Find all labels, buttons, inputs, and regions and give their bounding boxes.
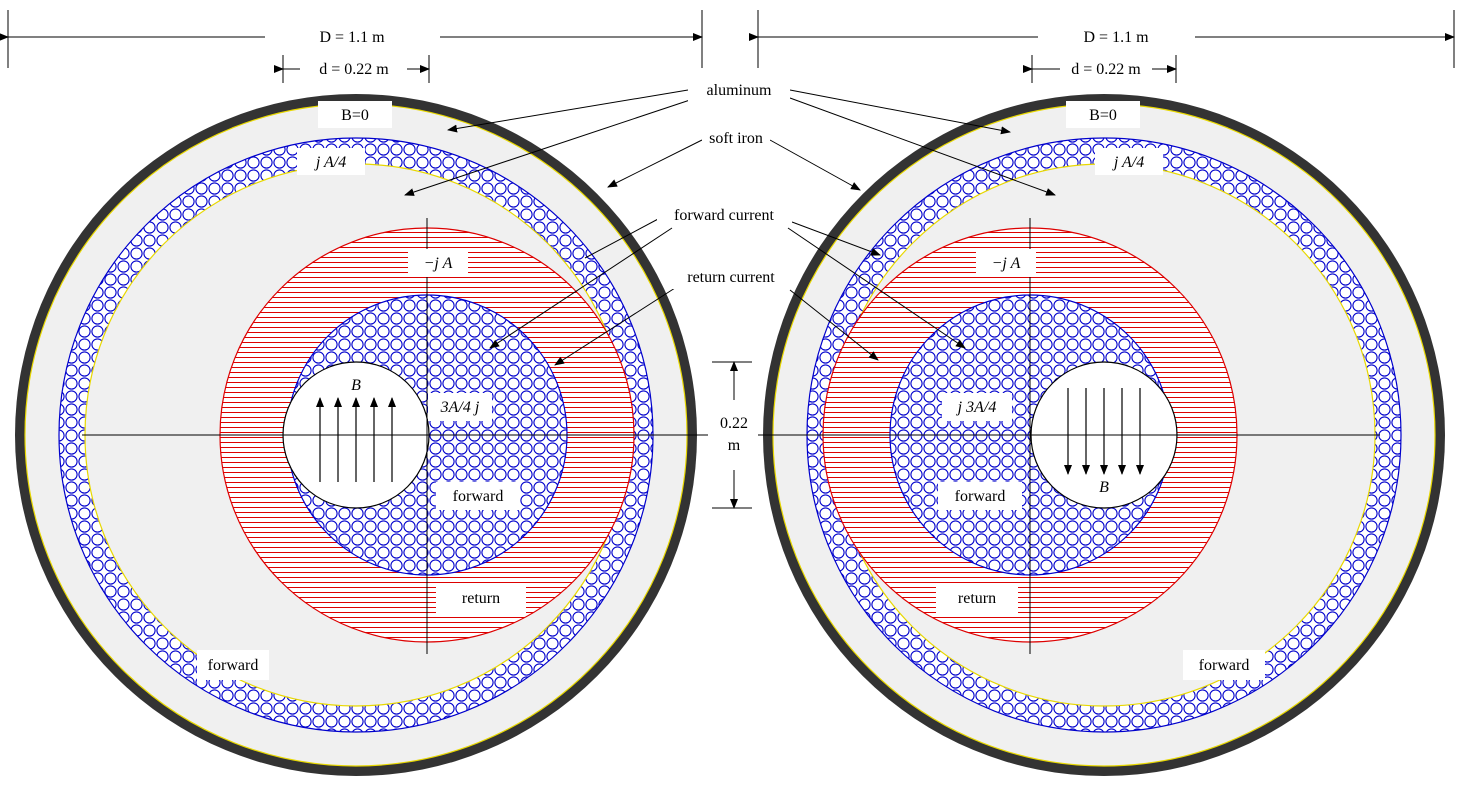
right-return-label: return (958, 590, 996, 607)
left-outer-forward-label: forward (208, 657, 259, 674)
left-field-label: B (351, 377, 361, 394)
left-outer-diameter: D = 1.1 m (319, 29, 385, 46)
callout-leaders (404, 89, 1056, 366)
left-outer-current-label: j A/4 (314, 154, 346, 171)
right-outer-forward-label: forward (1199, 657, 1250, 674)
right-inner-current-label: j 3A/4 (956, 399, 997, 416)
return-current-callout: return current (687, 269, 775, 286)
right-inner-forward-label: forward (955, 488, 1006, 505)
left-field-arrows (316, 397, 396, 482)
aluminum-callout: aluminum (707, 82, 772, 99)
gap-dimension-unit: m (728, 437, 741, 454)
soft-iron-callout: soft iron (709, 130, 763, 147)
left-return-label: return (462, 590, 500, 607)
label-boxes (197, 20, 1265, 680)
gap-dimension-value: 0.22 (720, 415, 748, 432)
left-inner-current-label: 3A/4 j (440, 399, 480, 416)
left-inner-forward-label: forward (453, 488, 504, 505)
dimension-lines (0, 10, 1455, 509)
right-return-shell-current-label: −j A (992, 255, 1021, 272)
forward-current-callout: forward current (674, 207, 775, 224)
right-outer-current-label: j A/4 (1112, 154, 1144, 171)
left-inner-diameter: d = 0.22 m (319, 61, 389, 78)
right-field-label: B (1099, 479, 1109, 496)
left-b-zero-label: B=0 (341, 107, 369, 124)
left-return-shell-current-label: −j A (424, 255, 453, 272)
right-b-zero-label: B=0 (1089, 107, 1117, 124)
right-field-arrows (1064, 388, 1144, 475)
right-outer-diameter: D = 1.1 m (1083, 29, 1149, 46)
right-inner-diameter: d = 0.22 m (1071, 61, 1141, 78)
